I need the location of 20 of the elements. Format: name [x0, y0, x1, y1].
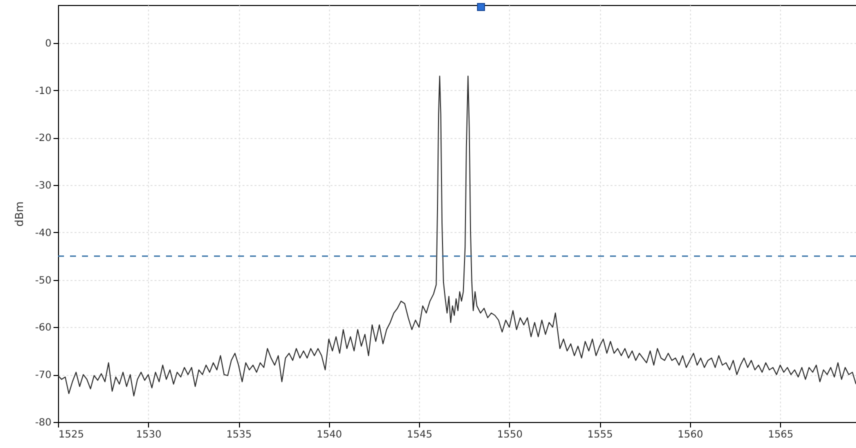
line-series	[58, 76, 856, 396]
y-tick-label: -60	[35, 322, 52, 334]
y-tick-label: -10	[35, 86, 52, 97]
x-tick-label: 1540	[316, 430, 342, 440]
y-axis-title: dBm	[13, 201, 26, 227]
x-tick-label: 1530	[136, 430, 162, 440]
y-tick-label: -70	[35, 370, 52, 382]
x-tick-label: 1550	[497, 430, 523, 440]
y-tick-label: 0	[45, 38, 52, 50]
x-tick-label: 1560	[678, 430, 704, 440]
x-tick-label: 1555	[587, 430, 613, 440]
y-tick-label: -30	[35, 180, 52, 192]
y-tick-label: -40	[35, 228, 52, 239]
x-tick-label: 1525	[58, 430, 84, 440]
x-tick-label: 1565	[768, 430, 794, 440]
y-tick-label: -20	[35, 133, 52, 144]
y-tick-label: -80	[35, 418, 52, 428]
x-tick-label: 1535	[226, 430, 252, 440]
x-tick-label: 1545	[406, 430, 432, 440]
y-tick-label: -50	[35, 275, 52, 286]
